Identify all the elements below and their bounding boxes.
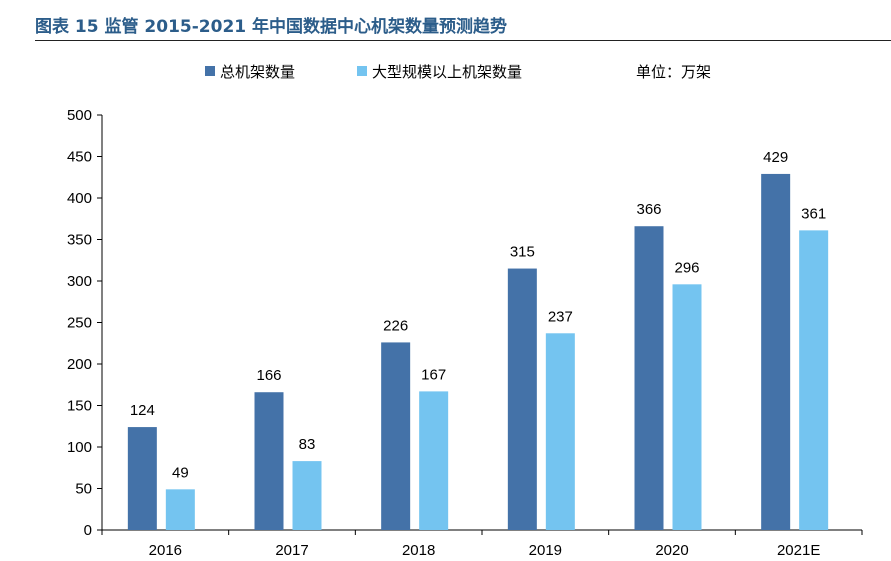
unit-note: 单位：万架 — [636, 63, 711, 81]
y-tick-label: 500 — [67, 107, 92, 124]
y-tick-label: 350 — [67, 232, 92, 249]
chart-legend: 总机架数量 大型规模以上机架数量 单位：万架 — [205, 63, 711, 81]
bar-total — [381, 342, 411, 530]
y-tick-label: 400 — [67, 190, 92, 207]
bar-large-scale — [799, 230, 829, 530]
x-tick-label: 2021E — [777, 542, 820, 559]
x-tick-label: 2020 — [655, 542, 688, 559]
bar-large-scale — [165, 489, 195, 530]
bar-total — [634, 226, 664, 530]
y-tick-label: 0 — [84, 522, 92, 539]
bar-total — [127, 427, 157, 530]
data-label: 167 — [421, 366, 446, 383]
bar-total — [507, 268, 537, 530]
data-label: 366 — [636, 201, 661, 218]
data-label: 429 — [763, 149, 788, 166]
y-tick-label: 250 — [67, 315, 92, 332]
legend-swatch-total — [205, 66, 215, 76]
bar-large-scale — [292, 461, 322, 530]
bar-large-scale — [672, 284, 702, 530]
bar-large-scale — [419, 391, 449, 530]
data-label: 166 — [256, 367, 281, 384]
y-tick-label: 300 — [67, 273, 92, 290]
bar-total — [254, 392, 284, 530]
bar-total — [761, 173, 791, 530]
figure-title: 图表 15 监管 2015-2021 年中国数据中心机架数量预测趋势 — [35, 17, 508, 37]
y-tick-label: 100 — [67, 439, 92, 456]
y-tick-label: 450 — [67, 149, 92, 166]
x-tick-label: 2016 — [149, 542, 182, 559]
bar-large-scale — [545, 333, 575, 530]
data-label: 226 — [383, 317, 408, 334]
data-label: 296 — [674, 259, 699, 276]
x-tick-label: 2017 — [275, 542, 308, 559]
legend-label-total: 总机架数量 — [220, 63, 295, 81]
data-label: 315 — [510, 244, 535, 261]
data-label: 124 — [130, 402, 155, 419]
data-label: 361 — [801, 205, 826, 222]
data-label: 83 — [299, 436, 316, 453]
data-label: 49 — [172, 464, 189, 481]
y-tick-label: 50 — [75, 481, 92, 498]
x-tick-label: 2019 — [529, 542, 562, 559]
chart-data-labels: 124 49 166 83 226 167 315 237 366 296 429 361 — [130, 149, 826, 481]
data-label: 237 — [548, 308, 573, 325]
legend-label-large: 大型规模以上机架数量 — [372, 63, 522, 81]
title-divider — [35, 40, 891, 41]
y-tick-label: 150 — [67, 398, 92, 415]
chart-axes: 0 50 100 150 200 250 300 350 400 450 500 2016 2017 20… — [67, 107, 863, 559]
legend-swatch-large — [357, 66, 367, 76]
x-tick-label: 2018 — [402, 542, 435, 559]
chart-bars — [127, 173, 829, 530]
y-tick-label: 200 — [67, 356, 92, 373]
